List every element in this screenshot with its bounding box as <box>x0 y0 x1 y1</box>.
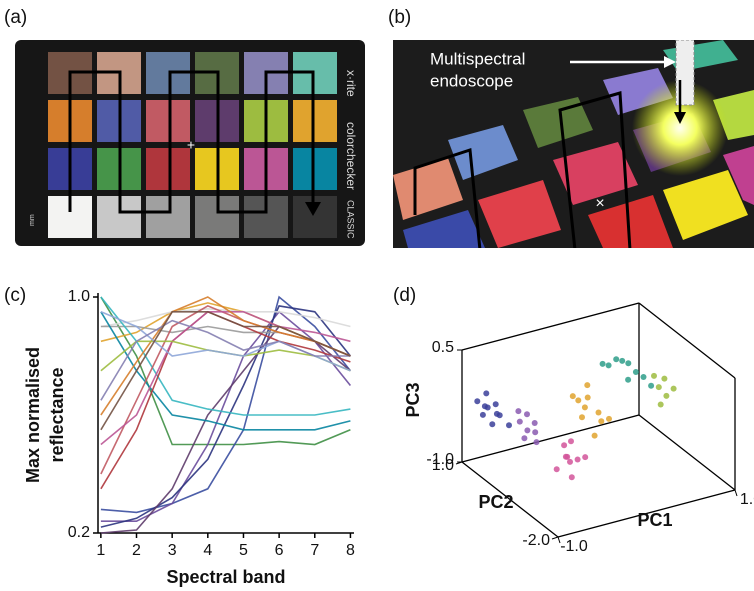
data-point <box>524 411 530 417</box>
data-point <box>524 427 530 433</box>
data-point <box>633 369 639 375</box>
data-point <box>575 397 581 403</box>
data-point <box>598 418 604 424</box>
x-tick-label: 1 <box>96 542 105 559</box>
data-point <box>600 361 606 367</box>
scale-label: mm <box>29 214 36 226</box>
data-point <box>506 422 512 428</box>
figure: (a) + x·rite colorchecker CLASSIC mm (b) <box>0 0 754 591</box>
data-point <box>592 433 598 439</box>
patch <box>293 148 337 190</box>
data-point <box>532 420 538 426</box>
data-point <box>480 412 486 418</box>
data-point <box>585 395 591 401</box>
data-point <box>517 419 523 425</box>
data-point <box>648 383 654 389</box>
data-point <box>606 362 612 368</box>
page: { "panels": { "a": {"label": "(a)", "bra… <box>0 0 754 591</box>
x-tick <box>735 490 737 496</box>
data-point <box>493 401 499 407</box>
data-point <box>651 373 657 379</box>
endoscope <box>676 40 694 105</box>
y-axis-title: Max normalised <box>23 347 43 483</box>
product-name: colorchecker <box>344 122 358 190</box>
data-point <box>561 442 567 448</box>
panel-label: (d) <box>393 285 416 306</box>
patch <box>146 100 190 142</box>
x-tick-label: 4 <box>203 542 212 559</box>
y-tick-label: -2.0 <box>522 532 550 549</box>
annotation: endoscope <box>430 71 513 90</box>
y-tick-label: 0.2 <box>68 524 90 541</box>
data-point <box>671 386 677 392</box>
x-tick-label: 8 <box>346 542 355 559</box>
patch <box>146 148 190 190</box>
x-tick-label: 5 <box>239 542 248 559</box>
data-point <box>579 414 585 420</box>
center-mark: × <box>595 195 604 212</box>
data-point <box>575 457 581 463</box>
y-axis-title: reflectance <box>47 367 67 462</box>
z-tick-label: 0.5 <box>432 339 454 356</box>
product-edition: CLASSIC <box>346 200 356 239</box>
data-point <box>661 376 667 382</box>
data-point <box>563 454 569 460</box>
data-point <box>569 474 575 480</box>
data-point <box>582 454 588 460</box>
data-point <box>483 390 489 396</box>
data-point <box>489 421 495 427</box>
brand: x·rite <box>344 70 358 97</box>
y-tick-label: 1.0 <box>68 288 90 305</box>
annotation: Multispectral <box>430 49 525 68</box>
box-edge <box>639 303 735 378</box>
panel-label: (b) <box>388 7 411 28</box>
center-mark: + <box>187 137 195 153</box>
data-point <box>474 398 480 404</box>
data-point <box>606 416 612 422</box>
data-point <box>567 459 573 465</box>
y-axis-title: PC2 <box>478 492 513 512</box>
panel-a: (a) + x·rite colorchecker CLASSIC mm <box>4 7 365 246</box>
data-point <box>641 374 647 380</box>
y-tick <box>552 537 558 539</box>
data-point <box>584 382 590 388</box>
x-tick-label: -1.0 <box>560 538 588 555</box>
data-point <box>582 404 588 410</box>
data-point <box>625 360 631 366</box>
x-tick-label: 2 <box>132 542 141 559</box>
x-tick-label: 6 <box>275 542 284 559</box>
data-point <box>554 466 560 472</box>
x-axis-title: Spectral band <box>166 567 285 587</box>
data-point <box>625 377 631 383</box>
panel-b: (b) × <box>388 7 754 250</box>
x-tick-label: 1.0 <box>740 491 754 508</box>
x-tick-label: 3 <box>168 542 177 559</box>
z-tick-label: -1.0 <box>426 451 454 468</box>
data-point <box>532 429 538 435</box>
data-point <box>613 356 619 362</box>
data-point <box>570 393 576 399</box>
data-point <box>485 405 491 411</box>
box-edge <box>639 415 735 490</box>
data-point <box>663 393 669 399</box>
data-point <box>515 408 521 414</box>
data-point <box>534 439 540 445</box>
x-tick-label: 7 <box>310 542 319 559</box>
box-edge <box>462 303 639 350</box>
data-point <box>658 402 664 408</box>
data-point <box>521 435 527 441</box>
data-point <box>497 412 503 418</box>
x-axis-title: PC1 <box>637 510 672 530</box>
patch <box>146 196 190 238</box>
patch <box>293 100 337 142</box>
panel-label: (c) <box>4 285 26 306</box>
box-edge <box>462 415 639 462</box>
data-point <box>619 358 625 364</box>
data-point <box>568 438 574 444</box>
panel-label: (a) <box>4 7 27 28</box>
data-point <box>656 384 662 390</box>
z-axis-title: PC3 <box>403 382 423 417</box>
data-point <box>596 410 602 416</box>
